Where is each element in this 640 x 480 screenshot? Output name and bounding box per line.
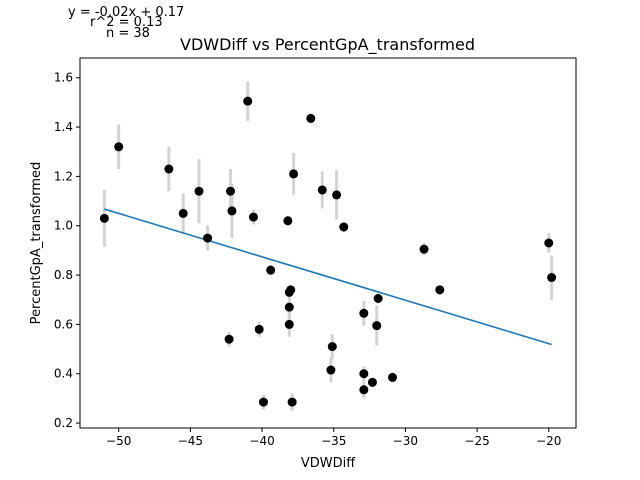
data-point-37	[547, 273, 557, 283]
data-point-7	[226, 186, 236, 196]
errorbars-layer	[102, 81, 554, 411]
plot-frame	[79, 57, 577, 429]
sample-count: n = 38	[106, 26, 150, 41]
data-point-22	[317, 185, 327, 195]
data-point-27	[359, 308, 369, 318]
x-tick-label-6: −20	[536, 434, 561, 448]
data-point-24	[326, 365, 336, 375]
data-point-13	[266, 265, 276, 275]
x-tick-label-4: −30	[393, 434, 418, 448]
data-point-1	[114, 142, 124, 152]
data-point-9	[243, 96, 253, 106]
y-tick-label-1: 0.4	[54, 367, 73, 381]
x-axis: −50 −45 −40 −35 −30 −25 −20	[106, 428, 561, 448]
data-point-36	[544, 238, 554, 248]
y-tick-label-4: 1.0	[54, 219, 73, 233]
points-layer	[99, 96, 557, 407]
data-point-35	[435, 285, 445, 295]
data-point-18	[286, 285, 296, 295]
data-point-5	[203, 233, 213, 243]
data-point-16	[284, 302, 294, 312]
data-point-33	[388, 372, 398, 382]
data-point-0	[99, 213, 109, 223]
data-point-2	[164, 164, 174, 174]
fit-line-layer	[104, 208, 552, 346]
data-point-25	[332, 190, 342, 200]
data-point-12	[258, 397, 268, 407]
y-tick-label-7: 1.6	[54, 71, 73, 85]
data-point-17	[284, 319, 294, 329]
data-point-19	[287, 397, 297, 407]
y-tick-label-0: 0.2	[54, 416, 73, 430]
x-axis-label: VDWDiff	[301, 456, 356, 471]
y-tick-label-6: 1.4	[54, 120, 73, 134]
chart-title: VDWDiff vs PercentGpA_transformed	[180, 35, 475, 54]
data-point-28	[359, 369, 369, 379]
x-tick-label-3: −35	[321, 434, 346, 448]
data-point-3	[178, 208, 188, 218]
data-point-10	[248, 212, 258, 222]
data-point-6	[224, 334, 234, 344]
data-point-29	[359, 385, 369, 395]
r-squared: r^2 = 0.13	[90, 15, 163, 30]
y-tick-label-2: 0.6	[54, 317, 73, 331]
regression-line	[104, 208, 552, 346]
x-tick-label-2: −40	[249, 434, 274, 448]
y-axis: 0.2 0.4 0.6 0.8 1.0 1.2 1.4 1.6	[54, 71, 80, 430]
data-point-30	[367, 377, 377, 387]
x-tick-label-1: −45	[178, 434, 203, 448]
data-point-23	[327, 342, 337, 352]
data-point-21	[306, 113, 316, 123]
data-point-4	[194, 186, 204, 196]
data-point-8	[227, 206, 237, 216]
y-tick-label-5: 1.2	[54, 169, 73, 183]
fit-equation: y = -0.02x + 0.17	[68, 5, 185, 20]
y-axis-label: PercentGpA_transformed	[29, 162, 44, 325]
y-tick-label-3: 0.8	[54, 268, 73, 282]
data-point-11	[254, 324, 264, 334]
x-tick-label-0: −50	[106, 434, 131, 448]
data-point-31	[372, 321, 382, 331]
data-point-32	[373, 294, 383, 303]
data-point-26	[339, 222, 349, 232]
data-point-14	[283, 216, 293, 226]
data-point-34	[419, 244, 429, 254]
data-point-20	[289, 169, 299, 179]
x-tick-label-5: −25	[464, 434, 489, 448]
